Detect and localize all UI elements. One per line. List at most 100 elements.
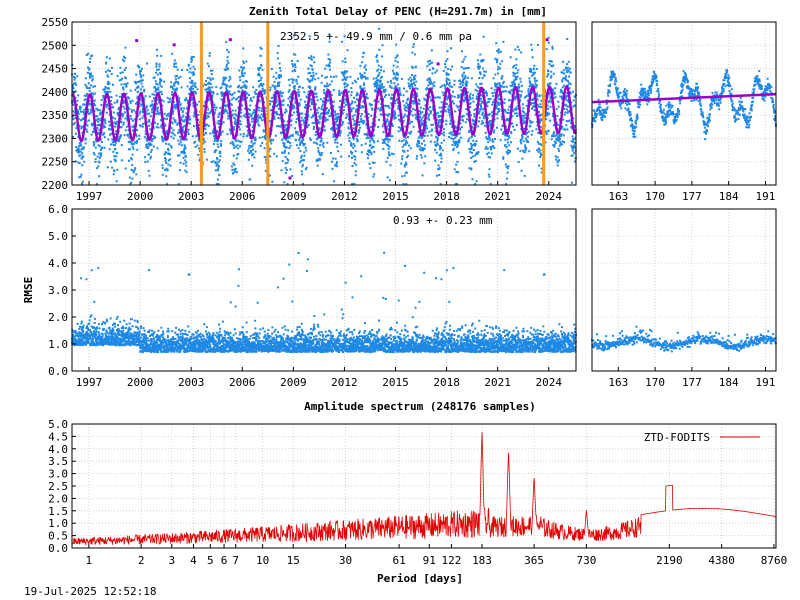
ztd-observation-points	[71, 27, 577, 186]
ztd-zoom-xtick-label: 163	[608, 190, 628, 203]
rmse-xtick-label: 2021	[484, 376, 511, 389]
rmse-zoom-xtick-label: 191	[756, 376, 776, 389]
ztd-ytick-label: 2500	[42, 39, 69, 52]
rmse-zoom-observations	[591, 325, 777, 353]
rmse-xtick-label: 2012	[331, 376, 358, 389]
ztd-annotation: 2352.5 +- 49.9 mm / 0.6 mm pa	[280, 30, 472, 43]
ztd-ytick-label: 2550	[42, 16, 69, 29]
spectrum-xtick-label: 3	[168, 554, 175, 567]
spectrum-ytick-label: 2.0	[48, 492, 68, 505]
spectrum-ytick-label: 4.0	[48, 443, 68, 456]
rmse-ytick-label: 4.0	[48, 257, 68, 270]
spectrum-ytick-label: 3.0	[48, 468, 68, 481]
rmse-xtick-label: 2024	[536, 376, 563, 389]
spectrum-xtick-label: 1	[86, 554, 93, 567]
ztd-xtick-label: 2000	[127, 190, 154, 203]
spectrum-xtick-label: 61	[392, 554, 405, 567]
ztd-zoom-observations	[591, 69, 777, 141]
rmse-observations	[71, 251, 577, 354]
rmse-yticks: 0.0 1.0 2.0 3.0 4.0 5.0 6.0	[48, 203, 76, 378]
spectrum-xtick-label: 7	[232, 554, 239, 567]
spectrum-xticks: 1 2 3 4 5 6 7 10 15 30 61 91 122 183 365 730 2190 4380 876…	[86, 544, 787, 567]
rmse-zoom-xtick-label: 163	[608, 376, 628, 389]
rmse-zoom-xtick-label: 184	[719, 376, 739, 389]
spectrum-ytick-label: 2.5	[48, 480, 68, 493]
rmse-xtick-label: 2000	[127, 376, 154, 389]
rmse-ytick-label: 0.0	[48, 365, 68, 378]
spectrum-title: Amplitude spectrum (248176 samples)	[304, 400, 536, 413]
ztd-model-curve	[70, 85, 578, 143]
rmse-ytick-label: 2.0	[48, 311, 68, 324]
ztd-zoom-points	[591, 69, 777, 141]
ztd-xtick-label: 2018	[433, 190, 460, 203]
ztd-xtick-label: 2009	[280, 190, 307, 203]
ztd-zoom-model	[591, 92, 777, 104]
rmse-ytick-label: 6.0	[48, 203, 68, 216]
ztd-ytick-label: 2400	[42, 86, 69, 99]
spectrum-yticks: 0.00.51.01.52.02.53.03.54.04.55.0	[48, 418, 76, 555]
rmse-annotation: 0.93 +- 0.23 mm	[393, 214, 493, 227]
ztd-zoom-xtick-label: 184	[719, 190, 739, 203]
ztd-xticks: 1997 2000 2003 2006 2009 2012 2015 2018 2021 2024	[76, 181, 563, 203]
rmse-xtick-label: 2003	[178, 376, 205, 389]
ztd-event-markers	[199, 22, 546, 185]
spectrum-xtick-label: 10	[256, 554, 269, 567]
rmse-xtick-label: 1997	[76, 376, 103, 389]
rmse-ytick-label: 5.0	[48, 230, 68, 243]
rmse-observation-points	[71, 251, 577, 354]
ztd-ytick-label: 2450	[42, 63, 69, 76]
rmse-zoom-frame	[591, 208, 777, 372]
rmse-zoom-xtick-label: 170	[645, 376, 665, 389]
ztd-ytick-label: 2250	[42, 156, 69, 169]
rmse-xtick-label: 2015	[382, 376, 409, 389]
ztd-xtick-label: 2003	[178, 190, 205, 203]
spectrum-xtick-label: 183	[472, 554, 492, 567]
spectrum-ytick-label: 3.5	[48, 455, 68, 468]
rmse-zoom-xtick-label: 177	[682, 376, 702, 389]
spectrum-xtick-label: 6	[221, 554, 228, 567]
ztd-model-outlier	[288, 176, 292, 180]
ztd-model-outlier	[172, 43, 176, 47]
rmse-ytick-label: 3.0	[48, 284, 68, 297]
ztd-zoom-grid	[592, 21, 776, 186]
legend-label-ztd-fodits: ZTD-FODITS	[644, 431, 710, 444]
spectrum-xtick-label: 5	[207, 554, 214, 567]
ztd-zoom-frame	[591, 21, 777, 186]
ztd-zoom-xticks: 163 170 177 184 191	[608, 181, 775, 203]
spectrum-ytick-label: 5.0	[48, 418, 68, 431]
spectrum-x-axis-label: Period [days]	[377, 572, 463, 585]
rmse-zoom-points	[591, 325, 777, 353]
ztd-xtick-label: 2024	[536, 190, 563, 203]
ztd-xtick-label: 1997	[76, 190, 103, 203]
spectrum-series-ztd-fodits	[71, 432, 776, 546]
spectrum-ytick-label: 4.5	[48, 430, 68, 443]
ztd-zoom-model-line	[591, 92, 777, 104]
ztd-ytick-label: 2200	[42, 179, 69, 192]
ztd-xtick-label: 2015	[382, 190, 409, 203]
ztd-zoom-xtick-label: 191	[756, 190, 776, 203]
ztd-ytick-label: 2350	[42, 109, 69, 122]
ztd-title: Zenith Total Delay of PENC (H=291.7m) in…	[249, 5, 547, 18]
spectrum-ytick-label: 0.5	[48, 530, 68, 543]
spectrum-xtick-label: 730	[576, 554, 596, 567]
footer-timestamp: 19-Jul-2025 12:52:18	[24, 585, 156, 598]
ztd-zoom-xtick-label: 177	[682, 190, 702, 203]
ztd-zoom-xtick-label: 170	[645, 190, 665, 203]
spectrum-xtick-label: 91	[423, 554, 436, 567]
spectrum-ytick-label: 0.0	[48, 542, 68, 555]
spectrum-ytick-label: 1.0	[48, 517, 68, 530]
ztd-yticks: 2200 2250 2300 2350 2400 2450 2500 2550	[42, 16, 76, 192]
spectrum-xtick-label: 365	[524, 554, 544, 567]
rmse-xtick-label: 2009	[280, 376, 307, 389]
ztd-xtick-label: 2021	[484, 190, 511, 203]
ztd-xtick-label: 2012	[331, 190, 358, 203]
ztd-model-outlier	[228, 38, 232, 42]
rmse-zoom-xticks: 163 170 177 184 191	[608, 367, 775, 389]
ztd-plot-frame	[71, 21, 577, 186]
ztd-seasonal-model	[70, 38, 578, 180]
spectrum-xtick-label: 122	[441, 554, 461, 567]
ztd-ytick-label: 2300	[42, 132, 69, 145]
rmse-xtick-label: 2006	[229, 376, 256, 389]
rmse-ytick-label: 1.0	[48, 338, 68, 351]
